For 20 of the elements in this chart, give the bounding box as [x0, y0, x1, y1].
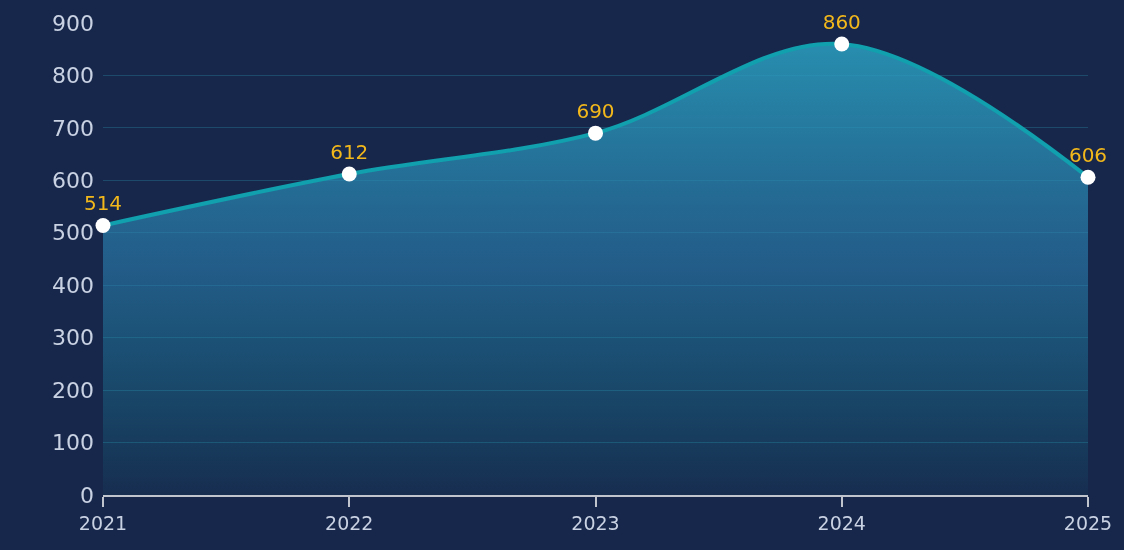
x-tick-label: 2024 — [817, 511, 866, 534]
y-tick-label: 400 — [52, 272, 94, 298]
data-label: 612 — [330, 139, 369, 164]
x-tick-label: 2025 — [1063, 511, 1113, 534]
y-tick-label: 500 — [52, 220, 94, 246]
y-tick-label: 800 — [52, 63, 94, 89]
data-label: 606 — [1068, 142, 1108, 167]
y-tick-label: 0 — [80, 482, 94, 508]
x-tick-label: 2022 — [325, 511, 374, 534]
data-label: 514 — [83, 191, 123, 216]
y-tick-label: 600 — [52, 168, 94, 194]
y-tick-label: 200 — [52, 377, 94, 403]
x-tick-label: 2023 — [571, 511, 620, 534]
y-tick-label: 100 — [52, 430, 94, 456]
y-tick-label: 700 — [52, 115, 94, 141]
data-label: 860 — [822, 9, 861, 34]
data-label: 690 — [576, 98, 615, 123]
y-tick-label: 900 — [52, 10, 94, 36]
y-tick-label: 300 — [52, 325, 94, 351]
x-tick-label: 2021 — [78, 511, 128, 534]
